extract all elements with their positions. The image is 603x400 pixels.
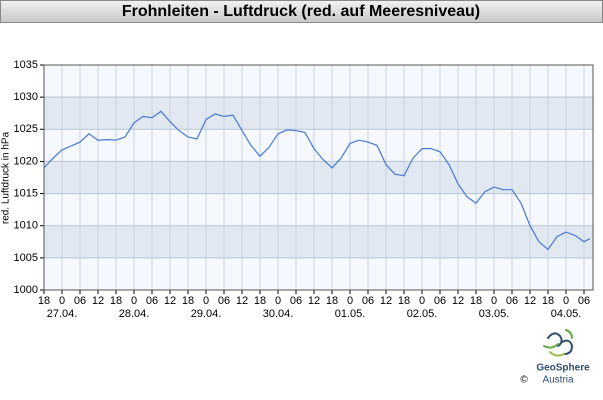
x-tick-label: 0 xyxy=(347,295,353,307)
logo-name: GeoSphere xyxy=(536,363,590,374)
y-tick-label: 1020 xyxy=(14,155,38,167)
y-tick-label: 1030 xyxy=(14,91,38,103)
x-tick-label: 18 xyxy=(542,295,554,307)
x-tick-label: 12 xyxy=(380,295,392,307)
y-tick-label: 1015 xyxy=(14,187,38,199)
y-tick-label: 1035 xyxy=(14,59,38,71)
date-label: 03.05. xyxy=(479,308,510,320)
x-tick-label: 18 xyxy=(470,295,482,307)
date-label: 02.05. xyxy=(407,308,438,320)
band xyxy=(44,225,593,258)
band xyxy=(44,161,593,194)
band xyxy=(44,97,593,130)
x-tick-label: 18 xyxy=(326,295,338,307)
x-tick-label: 0 xyxy=(491,295,497,307)
date-label: 04.05. xyxy=(551,308,582,320)
copyright: © xyxy=(520,375,528,386)
y-tick-label: 1010 xyxy=(14,220,38,232)
date-label: 28.04. xyxy=(119,308,150,320)
x-tick-label: 06 xyxy=(362,295,374,307)
x-tick-label: 0 xyxy=(203,295,209,307)
chart-title: Frohnleiten - Luftdruck (red. auf Meeres… xyxy=(122,3,480,20)
logo-sub: Austria xyxy=(542,375,574,386)
x-tick-label: 18 xyxy=(398,295,410,307)
x-tick-label: 12 xyxy=(308,295,320,307)
x-tick-label: 0 xyxy=(419,295,425,307)
x-tick-label: 06 xyxy=(506,295,518,307)
x-tick-label: 12 xyxy=(92,295,104,307)
x-tick-label: 18 xyxy=(38,295,50,307)
x-tick-label: 18 xyxy=(254,295,266,307)
y-axis-label: red. Luftdruck in hPa xyxy=(1,131,12,224)
x-tick-label: 0 xyxy=(59,295,65,307)
x-tick-label: 06 xyxy=(434,295,446,307)
x-tick-label: 0 xyxy=(131,295,137,307)
date-label: 29.04. xyxy=(191,308,222,320)
x-tick-label: 12 xyxy=(524,295,536,307)
x-tick-label: 0 xyxy=(275,295,281,307)
y-tick-label: 1025 xyxy=(14,123,38,135)
x-tick-label: 18 xyxy=(182,295,194,307)
plot-frame xyxy=(43,64,594,291)
x-tick-label: 18 xyxy=(110,295,122,307)
date-label: 30.04. xyxy=(263,308,294,320)
x-tick-label: 06 xyxy=(218,295,230,307)
x-tick-label: 12 xyxy=(452,295,464,307)
x-tick-label: 0 xyxy=(563,295,569,307)
date-label: 27.04. xyxy=(47,308,78,320)
x-tick-label: 06 xyxy=(146,295,158,307)
x-tick-label: 12 xyxy=(164,295,176,307)
date-label: 01.05. xyxy=(335,308,366,320)
x-tick-label: 06 xyxy=(74,295,86,307)
y-tick-label: 1005 xyxy=(14,252,38,264)
line xyxy=(43,110,591,251)
logo-icon xyxy=(543,329,574,357)
x-tick-label: 06 xyxy=(290,295,302,307)
x-tick-label: 06 xyxy=(578,295,590,307)
y-tick-label: 1000 xyxy=(14,284,38,296)
x-tick-label: 12 xyxy=(236,295,248,307)
